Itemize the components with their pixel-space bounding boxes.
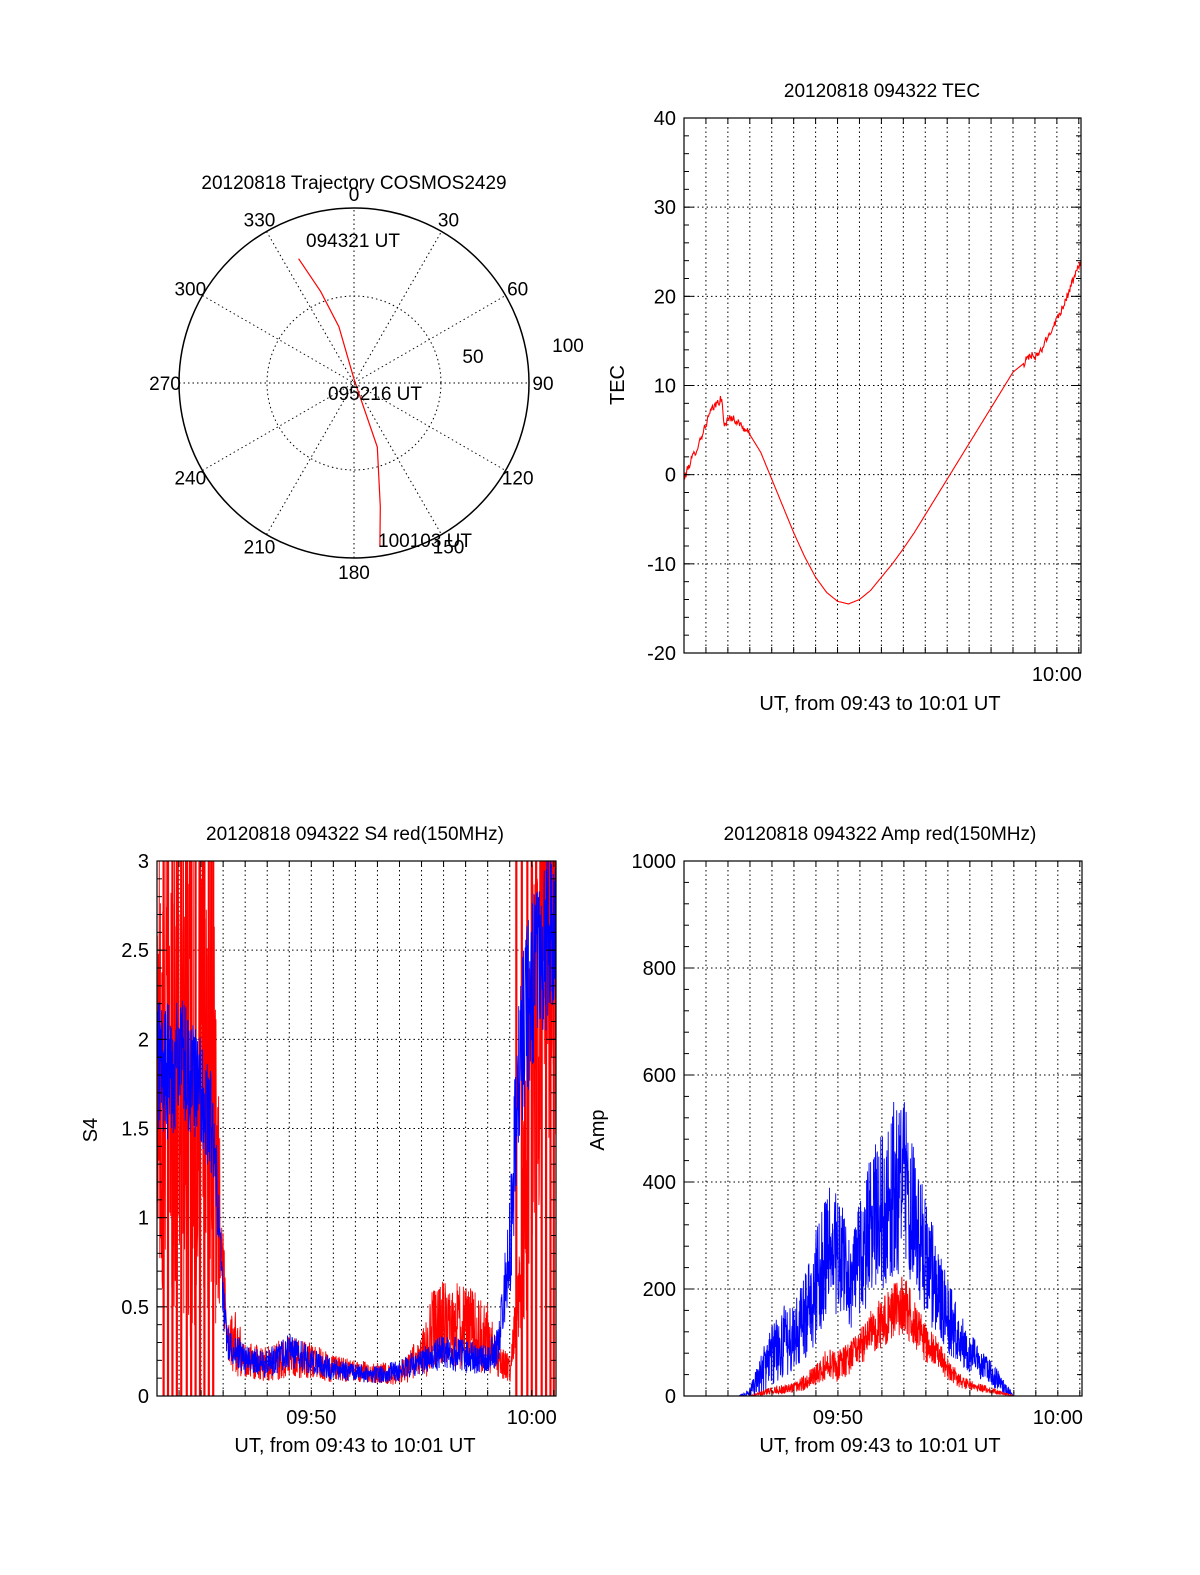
s4-y-ticks: 0 0.5 1 1.5 2 2.5 3 <box>121 851 556 1408</box>
azimuth-tick-label: 90 <box>532 374 553 395</box>
s4-ylabel: S4 <box>80 1118 102 1142</box>
tec-plot-area <box>684 260 1081 605</box>
s4-ytick-label: 3 <box>138 851 149 873</box>
azimuth-tick-label: 210 <box>244 538 276 559</box>
s4-xlabel: UT, from 09:43 to 10:01 UT <box>234 1435 475 1457</box>
track-end-label: 100103 UT <box>378 531 472 552</box>
azimuth-tick-label: 270 <box>149 374 181 395</box>
tec-y-ticks: -20 -10 0 10 20 30 40 <box>647 108 1081 665</box>
s4-ytick-label: 2.5 <box>121 940 149 962</box>
track-start-label: 094321 UT <box>306 231 400 252</box>
amp-ytick-label: 1000 <box>632 851 677 873</box>
tec-ytick-label: 40 <box>654 108 676 130</box>
s4-x-ticks: 09:50 10:00 <box>178 861 557 1429</box>
amp-y-ticks: 0 200 400 600 800 1000 <box>632 851 1082 1408</box>
amp-ytick-label: 0 <box>665 1386 676 1408</box>
amp-ytick-label: 600 <box>643 1065 676 1087</box>
azimuth-tick-label: 180 <box>338 563 370 584</box>
tec-xlabel: UT, from 09:43 to 10:01 UT <box>759 693 1000 715</box>
amp-xlabel: UT, from 09:43 to 10:01 UT <box>759 1435 1000 1457</box>
amp-ylabel: Amp <box>587 1109 609 1150</box>
tec-x-ticks: 10:00 <box>705 118 1082 686</box>
s4-series-line <box>157 861 556 1385</box>
azimuth-tick-label: 0 <box>349 185 360 206</box>
s4-ytick-label: 0 <box>138 1386 149 1408</box>
amp-chart: 20120818 094322 Amp red(150MHz) 0 200 400 6… <box>587 824 1083 1457</box>
s4-xtick-label: 10:00 <box>507 1407 557 1429</box>
radial-labels: 50 100 <box>462 336 583 368</box>
polar-grid <box>179 208 529 558</box>
s4-series-line <box>157 861 556 1383</box>
tec-ytick-label: 20 <box>654 286 676 308</box>
s4-ytick-label: 1.5 <box>121 1119 149 1141</box>
s4-chart: 20120818 094322 S4 red(150MHz) 0 0.5 1 1.5 2… <box>80 824 557 1457</box>
tec-ytick-label: 30 <box>654 197 676 219</box>
trajectory-polar-chart: 20120818 Trajectory COSMOS2429 0 30 60 90 12… <box>149 173 584 584</box>
amp-plot-area <box>684 1101 1082 1396</box>
tec-title: 20120818 094322 TEC <box>784 81 980 102</box>
s4-ytick-label: 1 <box>138 1208 149 1230</box>
azimuth-tick-label: 30 <box>438 210 459 231</box>
tec-ytick-label: -10 <box>647 554 676 576</box>
s4-ytick-label: 2 <box>138 1029 149 1051</box>
tec-xtick-label: 10:00 <box>1032 664 1082 686</box>
radial-tick-label: 100 <box>552 336 584 357</box>
s4-plot-area <box>157 861 556 1396</box>
tec-series-line <box>684 260 1081 605</box>
s4-ytick-label: 0.5 <box>121 1297 149 1319</box>
amp-series-line <box>684 1276 1082 1396</box>
amp-x-ticks: 09:50 10:00 <box>705 861 1083 1429</box>
azimuth-tick-label: 120 <box>502 469 534 490</box>
azimuth-tick-label: 150 <box>433 538 465 559</box>
s4-xtick-label: 09:50 <box>286 1407 336 1429</box>
satellite-track <box>298 258 381 547</box>
amp-xtick-label: 10:00 <box>1033 1407 1083 1429</box>
tec-ytick-label: -20 <box>647 643 676 665</box>
trajectory-title: 20120818 Trajectory COSMOS2429 <box>201 173 506 194</box>
radial-tick-label: 50 <box>462 347 483 368</box>
track-mid-label: 095216 UT <box>328 384 422 405</box>
s4-title: 20120818 094322 S4 red(150MHz) <box>206 824 504 845</box>
azimuth-tick-label: 60 <box>507 280 528 301</box>
amp-axis-frame <box>683 860 1083 1397</box>
amp-ytick-label: 200 <box>643 1279 676 1301</box>
polar-outer-ring <box>178 207 530 559</box>
tec-ytick-label: 10 <box>654 376 676 398</box>
azimuth-tick-label: 330 <box>244 210 276 231</box>
azimuth-tick-label: 240 <box>174 469 206 490</box>
azimuth-tick-label: 300 <box>174 280 206 301</box>
tec-grid <box>684 118 1081 653</box>
polar-inner-ring <box>266 295 442 471</box>
amp-xtick-label: 09:50 <box>813 1407 863 1429</box>
tec-ylabel: TEC <box>607 365 629 405</box>
amp-series-line <box>684 1101 1082 1396</box>
azimuth-labels: 0 30 60 90 120 150 180 210 240 270 300 330 <box>149 185 553 584</box>
amp-ytick-label: 400 <box>643 1172 676 1194</box>
amp-ytick-label: 800 <box>643 958 676 980</box>
tec-chart: 20120818 094322 TEC -20 -10 0 10 20 30 40 10:0… <box>607 81 1082 715</box>
amp-title: 20120818 094322 Amp red(150MHz) <box>724 824 1037 845</box>
tec-ytick-label: 0 <box>665 465 676 487</box>
